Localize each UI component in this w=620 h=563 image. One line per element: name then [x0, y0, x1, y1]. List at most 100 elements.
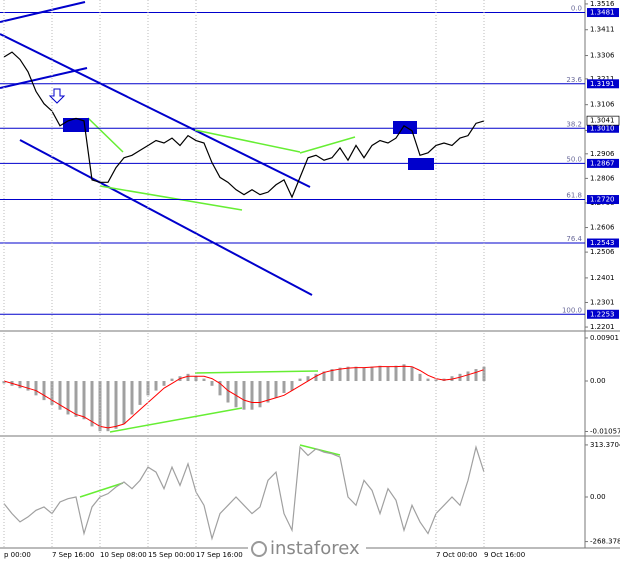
current-price-box: [586, 115, 620, 126]
macd-bar: [482, 366, 486, 382]
macd-bar: [370, 366, 374, 382]
y-tick-label: 1.2401: [590, 274, 615, 282]
y-tick-label: 1.3306: [590, 52, 615, 60]
macd-bar: [138, 381, 142, 405]
y-tick-label: 1.2506: [590, 248, 615, 256]
macd-bar: [266, 381, 270, 403]
fib-value-box: [587, 8, 619, 18]
y-tick-label: 0.00: [590, 493, 606, 501]
macd-bar: [330, 369, 334, 382]
macd-bar: [114, 381, 118, 429]
macd-bar: [146, 381, 150, 396]
y-tick-label: 1.3411: [590, 26, 615, 34]
macd-bar: [314, 373, 318, 382]
y-tick-label: 1.3211: [590, 75, 615, 83]
macd-bar: [378, 365, 382, 382]
macd-bar: [162, 381, 166, 386]
divergence-line: [109, 407, 243, 433]
x-tick-label: 10 Sep 08:00: [100, 551, 147, 559]
x-tick-label: 7 Oct 00:00: [436, 551, 477, 559]
macd-bar: [322, 371, 326, 382]
y-tick-label: 1.2201: [590, 323, 615, 331]
divergence-line: [299, 136, 356, 154]
y-tick-label: 1.3516: [590, 0, 615, 8]
fib-label: 50.0: [566, 155, 582, 163]
fib-value-box: [587, 158, 619, 168]
macd-bar: [26, 381, 30, 391]
series-line: [3, 51, 485, 199]
macd-bar: [18, 381, 22, 389]
divergence-line: [99, 185, 243, 211]
macd-bar: [74, 381, 78, 417]
x-tick-label: 7 Sep 16:00: [52, 551, 94, 559]
macd-bar: [42, 381, 46, 401]
y-tick-label: -0.01057: [590, 428, 620, 436]
series-line: [3, 444, 485, 541]
macd-bar: [82, 381, 86, 420]
x-tick-label: 9 Oct 16:00: [484, 551, 525, 559]
x-tick-label: 15 Sep 00:00: [148, 551, 195, 559]
macd-bar: [402, 364, 406, 382]
macd-bar: [218, 381, 222, 396]
divergence-line: [87, 117, 124, 153]
watermark-bg: [248, 537, 366, 561]
macd-bar: [122, 381, 126, 425]
divergence-line: [194, 129, 301, 153]
y-tick-label: 1.2301: [590, 298, 615, 306]
macd-bar: [2, 381, 6, 384]
fib-value-box: [587, 123, 619, 133]
macd-bar: [418, 373, 422, 382]
fib-value: 1.2867: [590, 159, 615, 167]
down-arrow: [48, 88, 66, 104]
fib-value: 1.2543: [590, 239, 615, 247]
macd-bar: [466, 371, 470, 382]
zone-box: [393, 121, 417, 134]
channel-line: [0, 1, 86, 23]
macd-bar: [186, 373, 190, 382]
zone-box: [408, 158, 434, 170]
watermark: instaforex: [270, 538, 360, 559]
fib-value-box: [587, 309, 619, 319]
macd-bar: [426, 378, 430, 382]
macd-bar: [234, 381, 238, 408]
y-tick-label: 0.00901: [590, 334, 619, 342]
y-tick-label: 1.2606: [590, 224, 615, 232]
fib-label: 0.0: [571, 5, 582, 13]
macd-bar: [66, 381, 70, 415]
macd-bar: [242, 381, 246, 410]
macd-bar: [394, 365, 398, 382]
macd-bar: [298, 378, 302, 382]
fib-value: 1.3010: [590, 124, 615, 132]
macd-bar: [274, 381, 278, 398]
macd-bar: [170, 378, 174, 382]
watermark-logo: [251, 541, 267, 557]
divergence-line: [194, 370, 319, 374]
macd-bar: [258, 381, 262, 408]
macd-bar: [106, 381, 110, 432]
y-tick-label: 1.2906: [590, 150, 615, 158]
fib-value-box: [587, 195, 619, 205]
fib-value: 1.2253: [590, 310, 615, 318]
fib-value: 1.3481: [590, 9, 615, 17]
macd-bar: [338, 367, 342, 382]
fib-label: 100.0: [562, 306, 582, 314]
macd-bar: [210, 381, 214, 386]
macd-bar: [306, 376, 310, 382]
macd-bar: [58, 381, 62, 410]
macd-bar: [226, 381, 230, 403]
macd-bar: [410, 366, 414, 382]
macd-bar: [354, 366, 358, 382]
macd-bar: [290, 381, 294, 391]
channel-line: [0, 33, 311, 188]
current-price: 1.3041: [590, 117, 615, 125]
macd-bar: [130, 381, 134, 415]
macd-bar: [202, 378, 206, 382]
x-tick-label: 17 Sep 16:00: [196, 551, 243, 559]
fib-label: 38.2: [566, 120, 582, 128]
fib-label: 76.4: [566, 235, 582, 243]
macd-bar: [90, 381, 94, 427]
y-tick-label: 0.00: [590, 377, 606, 385]
fib-label: 23.6: [566, 76, 582, 84]
